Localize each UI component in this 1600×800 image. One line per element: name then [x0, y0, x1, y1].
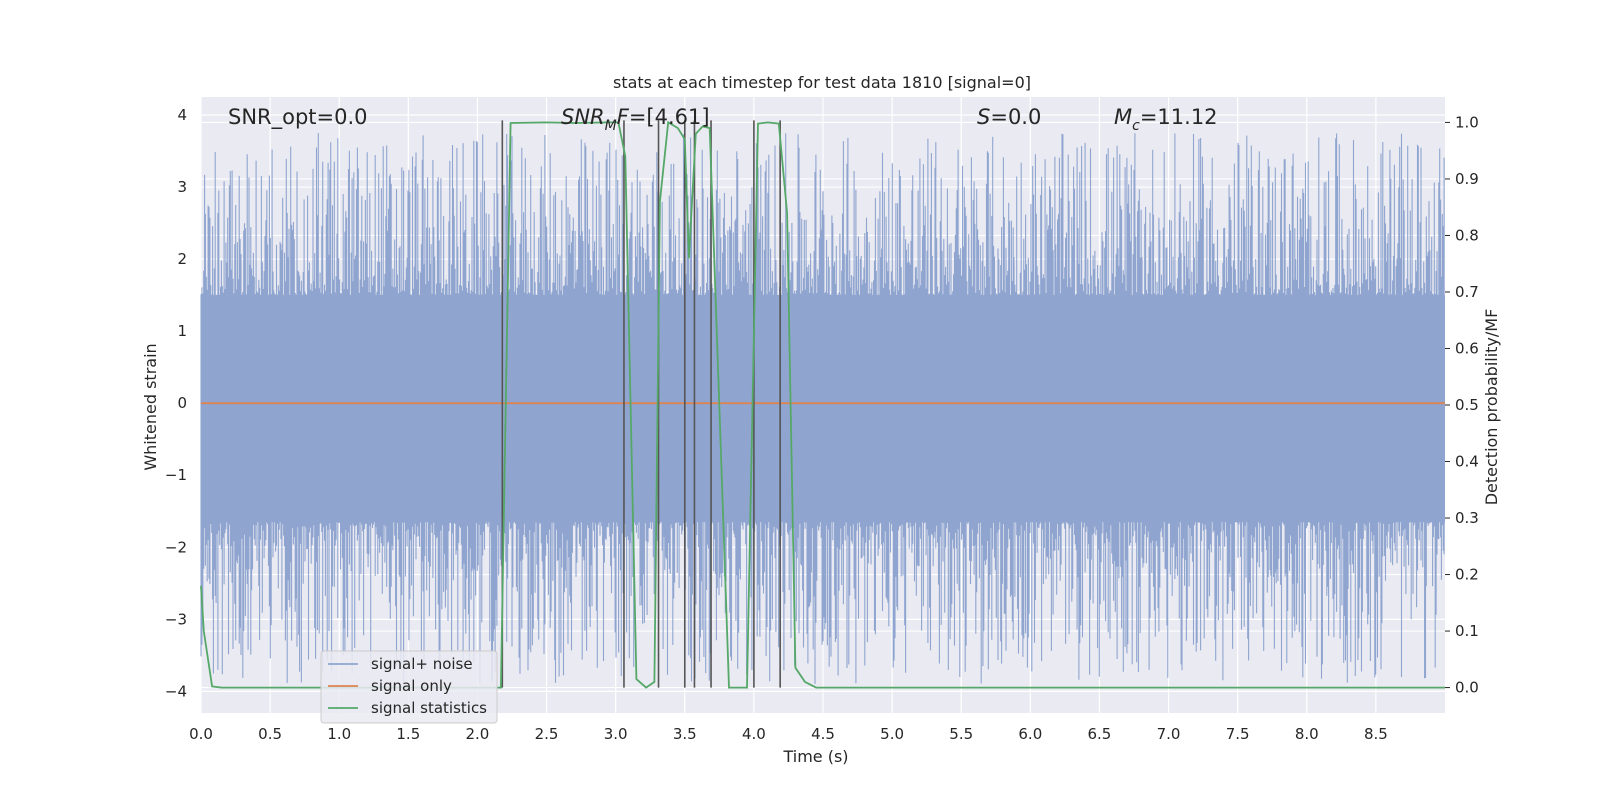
x-tick-label: 2.0 [466, 725, 490, 743]
x-tick-label: 4.0 [742, 725, 766, 743]
x-tick-label: 1.0 [327, 725, 351, 743]
y-right-tick-label: 0.5 [1455, 396, 1479, 414]
x-tick-label: 7.0 [1157, 725, 1181, 743]
x-tick-label: 6.5 [1088, 725, 1112, 743]
y-left-tick-label: 3 [177, 178, 187, 196]
x-tick-label: 4.5 [811, 725, 835, 743]
x-axis-ticks: 0.0 0.5 1.0 1.5 2.0 2.5 3.0 3.5 4.0 4.5 5.0 5.5 6.0 6… [189, 725, 1388, 743]
x-tick-label: 5.5 [949, 725, 973, 743]
x-tick-label: 8.5 [1364, 725, 1388, 743]
legend: signal+ noise signal only signal statist… [320, 650, 498, 724]
y-axis-left-label: Whitened strain [141, 343, 160, 470]
legend-label-signal: signal only [371, 677, 452, 695]
legend-label-noise: signal+ noise [371, 655, 473, 673]
y-right-tick-label: 1.0 [1455, 113, 1479, 131]
y-right-tick-label: 0.7 [1455, 283, 1479, 301]
x-tick-label: 6.0 [1018, 725, 1042, 743]
y-left-tick-label: 2 [177, 250, 187, 268]
y-left-tick-label: −4 [165, 682, 187, 700]
x-tick-label: 3.5 [673, 725, 697, 743]
y-right-tick-label: 0.0 [1455, 679, 1479, 697]
y-left-tick-label: 4 [177, 106, 187, 124]
x-axis-label: Time (s) [782, 747, 848, 766]
y-right-tick-label: 0.9 [1455, 170, 1479, 188]
y-right-tick-label: 0.2 [1455, 566, 1479, 584]
y-right-tick-label: 0.4 [1455, 453, 1479, 471]
y-left-tick-label: −3 [165, 610, 187, 628]
x-tick-label: 8.0 [1295, 725, 1319, 743]
x-tick-label: 0.0 [189, 725, 213, 743]
legend-box [320, 650, 498, 724]
snr-mf-annotation: SNRMF=[4.61] [561, 105, 710, 134]
y-left-tick-label: −2 [165, 538, 187, 556]
x-tick-label: 1.5 [396, 725, 420, 743]
y-left-tick-label: 1 [177, 322, 187, 340]
legend-label-stats: signal statistics [371, 699, 487, 717]
x-tick-label: 5.0 [880, 725, 904, 743]
y-left-tick-label: −1 [165, 466, 187, 484]
x-tick-label: 0.5 [258, 725, 282, 743]
y-right-tick-label: 0.6 [1455, 339, 1479, 357]
snr-opt-annotation: SNR_opt=0.0 [228, 105, 368, 130]
y-axis-right-label: Detection probability/MF [1482, 309, 1501, 506]
y-left-tick-label: 0 [177, 394, 187, 412]
s-annotation: S=0.0 [977, 105, 1041, 129]
x-tick-label: 3.0 [604, 725, 628, 743]
signal-noise-series [200, 133, 1445, 684]
chart-title: stats at each timestep for test data 181… [613, 73, 1031, 92]
y-axis-right-ticks: 1.0 0.9 0.8 0.7 0.6 0.5 0.4 0.3 0.2 0.1 0.0 [1445, 113, 1479, 697]
x-tick-label: 2.5 [535, 725, 559, 743]
y-right-tick-label: 0.3 [1455, 509, 1479, 527]
x-tick-label: 7.5 [1226, 725, 1250, 743]
y-right-tick-label: 0.1 [1455, 622, 1479, 640]
y-axis-left-ticks: 4 3 2 1 0 −1 −2 −3 −4 [165, 106, 187, 700]
mc-annotation: Mc=11.12 [1114, 105, 1218, 134]
y-right-tick-label: 0.8 [1455, 226, 1479, 244]
